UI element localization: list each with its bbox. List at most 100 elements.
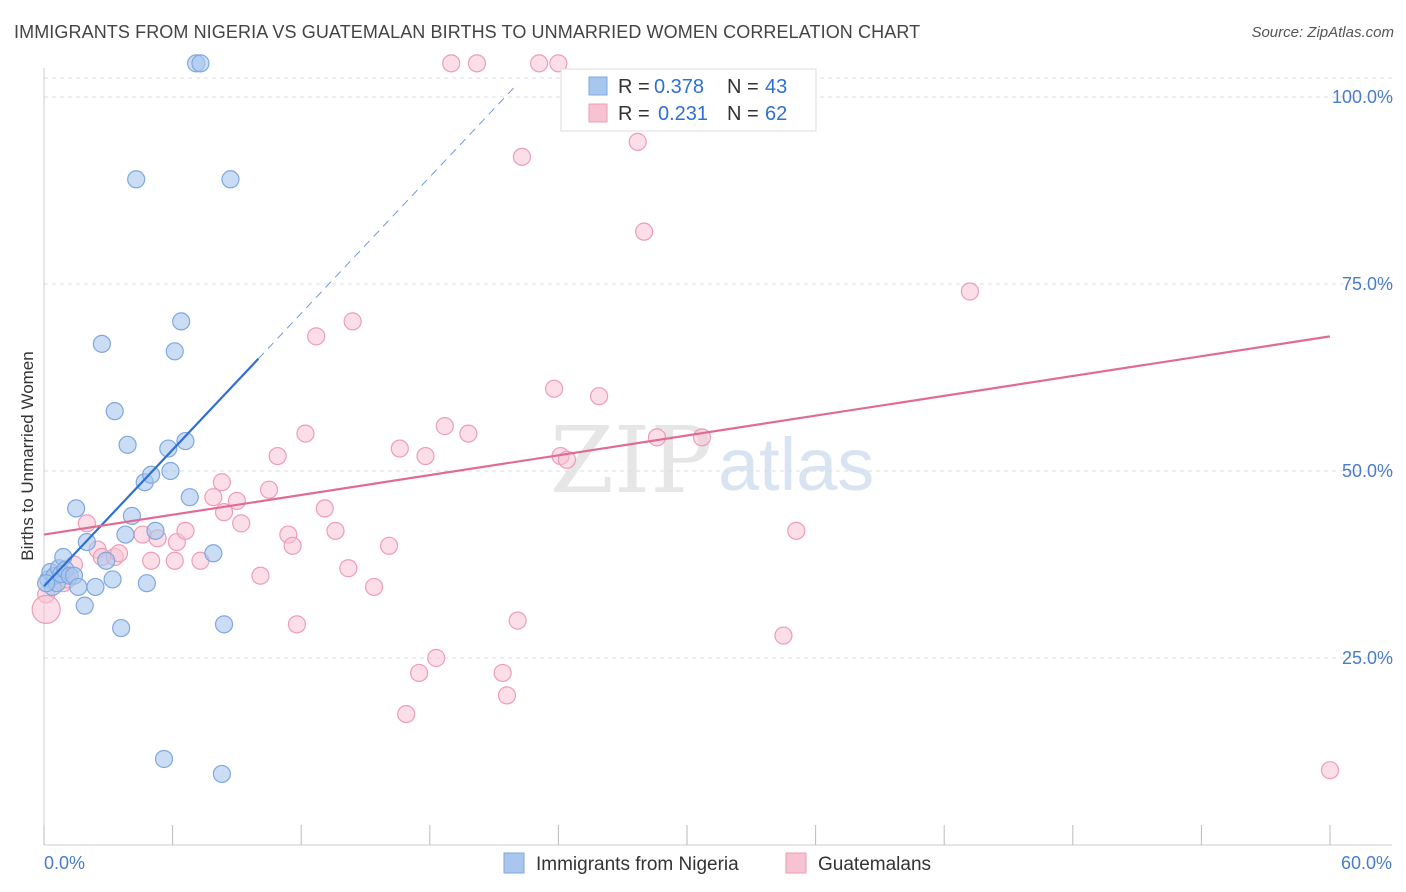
nigeria-point-34 bbox=[176, 431, 195, 451]
nigeria-point-17 bbox=[97, 551, 116, 570]
guatemalans-point-53 bbox=[647, 428, 667, 447]
nigeria-point-27 bbox=[142, 465, 161, 484]
watermark-atlas: atlas bbox=[718, 423, 874, 506]
guatemalans-point-36 bbox=[397, 704, 416, 724]
nigeria-point-20 bbox=[112, 618, 131, 638]
guatemalans-point-29 bbox=[315, 499, 334, 518]
legend-n-label-1: N = bbox=[727, 76, 759, 98]
guatemalans-point-59 bbox=[442, 54, 461, 73]
grid-lines bbox=[44, 77, 1392, 659]
guatemalans-point-16 bbox=[204, 488, 223, 507]
guatemalans-point-42 bbox=[493, 663, 512, 683]
y-tick-labels: 25.0% 50.0% 75.0% 100.0% bbox=[1332, 87, 1393, 668]
guatemalans-point-45 bbox=[512, 147, 532, 166]
y-tick-label-50: 50.0% bbox=[1342, 461, 1393, 481]
guatemalans-point-17 bbox=[212, 473, 231, 492]
nigeria-point-33 bbox=[172, 312, 191, 331]
guatemalans-point-21 bbox=[251, 566, 270, 585]
nigeria-point-37 bbox=[191, 54, 210, 73]
nigeria-point-41 bbox=[221, 170, 240, 189]
guatemalans-point-34 bbox=[379, 536, 399, 555]
nigeria-point-38 bbox=[204, 544, 223, 563]
trend-lines bbox=[43, 85, 1331, 587]
nigeria-point-22 bbox=[118, 435, 137, 454]
guatemalans-point-39 bbox=[427, 648, 446, 668]
legend-r-label-1: R = bbox=[618, 76, 650, 98]
guatemalans-point-58 bbox=[1320, 761, 1340, 780]
nigeria-point-15 bbox=[86, 577, 105, 597]
legend-swatch-nigeria bbox=[588, 76, 608, 96]
guatemalans-point-12 bbox=[165, 551, 184, 570]
guatemalans-point-47 bbox=[545, 379, 564, 398]
guatemalans-point-41 bbox=[459, 424, 478, 443]
guatemalans-trend-line bbox=[43, 335, 1331, 536]
nigeria-point-24 bbox=[127, 170, 146, 189]
guatemalans-point-50 bbox=[590, 387, 609, 406]
guatemalans-point-25 bbox=[283, 536, 302, 555]
guatemalans-point-10 bbox=[142, 551, 161, 570]
series-legend: Immigrants from Nigeria Guatemalans bbox=[503, 852, 931, 875]
legend-n-value-2: 62 bbox=[765, 103, 787, 125]
nigeria-point-31 bbox=[161, 461, 180, 481]
nigeria-point-28 bbox=[146, 521, 165, 540]
guatemalans-point-56 bbox=[787, 521, 806, 540]
guatemalans-point-20 bbox=[232, 514, 251, 533]
nigeria-point-13 bbox=[75, 596, 94, 615]
guatemalans-point-37 bbox=[409, 663, 429, 683]
nigeria-point-30 bbox=[159, 439, 178, 458]
legend-n-value-1: 43 bbox=[765, 76, 787, 98]
guatemalans-point-cluster bbox=[31, 594, 61, 624]
guatemalans-point-30 bbox=[326, 521, 345, 540]
legend-r-value-1: 0.378 bbox=[654, 76, 704, 98]
guatemalans-point-60 bbox=[467, 54, 487, 73]
guatemalans-point-33 bbox=[364, 577, 384, 597]
nigeria-point-32 bbox=[165, 342, 184, 361]
guatemalans-point-57 bbox=[960, 282, 980, 301]
x-tick-label-min: 0.0% bbox=[44, 853, 85, 873]
chart-title: IMMIGRANTS FROM NIGERIA VS GUATEMALAN BI… bbox=[14, 22, 921, 42]
guatemalans-point-26 bbox=[287, 615, 307, 634]
nigeria-point-16 bbox=[92, 334, 111, 353]
nigeria-point-19 bbox=[105, 402, 124, 421]
guatemalans-point-46 bbox=[530, 54, 549, 73]
guatemalans-point-23 bbox=[268, 446, 287, 466]
legend-r-value-2: 0.231 bbox=[658, 103, 708, 125]
legend-n-label-2: N = bbox=[727, 103, 759, 125]
guatemalans-point-52 bbox=[635, 222, 654, 241]
nigeria-point-11 bbox=[67, 499, 86, 518]
guatemalans-point-51 bbox=[628, 132, 647, 151]
guatemalans-point-55 bbox=[774, 626, 793, 645]
bottom-legend-label-nigeria: Immigrants from Nigeria bbox=[536, 854, 739, 875]
guatemalans-point-32 bbox=[343, 312, 362, 331]
guatemalans-point-40 bbox=[435, 417, 454, 436]
nigeria-point-35 bbox=[180, 488, 199, 507]
nigeria-point-29 bbox=[154, 749, 174, 769]
x-axis-ticks bbox=[43, 825, 1331, 845]
nigeria-point-18 bbox=[103, 570, 122, 589]
nigeria-point-21 bbox=[116, 525, 135, 544]
y-tick-label-100: 100.0% bbox=[1332, 87, 1393, 107]
x-tick-label-max: 60.0% bbox=[1341, 853, 1392, 873]
guatemalans-point-44 bbox=[508, 611, 527, 630]
correlation-legend: R = 0.378 N = 43 R = 0.231 N = 62 bbox=[560, 68, 817, 132]
guatemalans-point-22 bbox=[259, 480, 279, 499]
series-nigeria-points bbox=[37, 54, 240, 784]
guatemalans-point-43 bbox=[497, 686, 517, 705]
nigeria-trend-line bbox=[43, 358, 260, 587]
nigeria-point-40 bbox=[214, 615, 234, 634]
bottom-legend-swatch-guatemalans bbox=[785, 852, 807, 874]
watermark-zip: ZIP bbox=[550, 407, 712, 514]
guatemalans-point-27 bbox=[296, 424, 315, 443]
y-axis-title: Births to Unmarried Women bbox=[18, 351, 37, 560]
guatemalans-point-35 bbox=[390, 439, 409, 458]
guatemalans-point-14 bbox=[176, 521, 195, 540]
nigeria-trend-extension bbox=[257, 85, 516, 360]
y-tick-label-25: 25.0% bbox=[1342, 648, 1393, 668]
guatemalans-point-28 bbox=[307, 327, 326, 346]
bottom-legend-swatch-nigeria bbox=[503, 852, 525, 874]
source-label: Source: ZipAtlas.com bbox=[1251, 24, 1394, 41]
nigeria-point-12 bbox=[69, 577, 88, 597]
nigeria-point-39 bbox=[212, 764, 231, 784]
bottom-legend-label-guatemalans: Guatemalans bbox=[818, 854, 931, 875]
